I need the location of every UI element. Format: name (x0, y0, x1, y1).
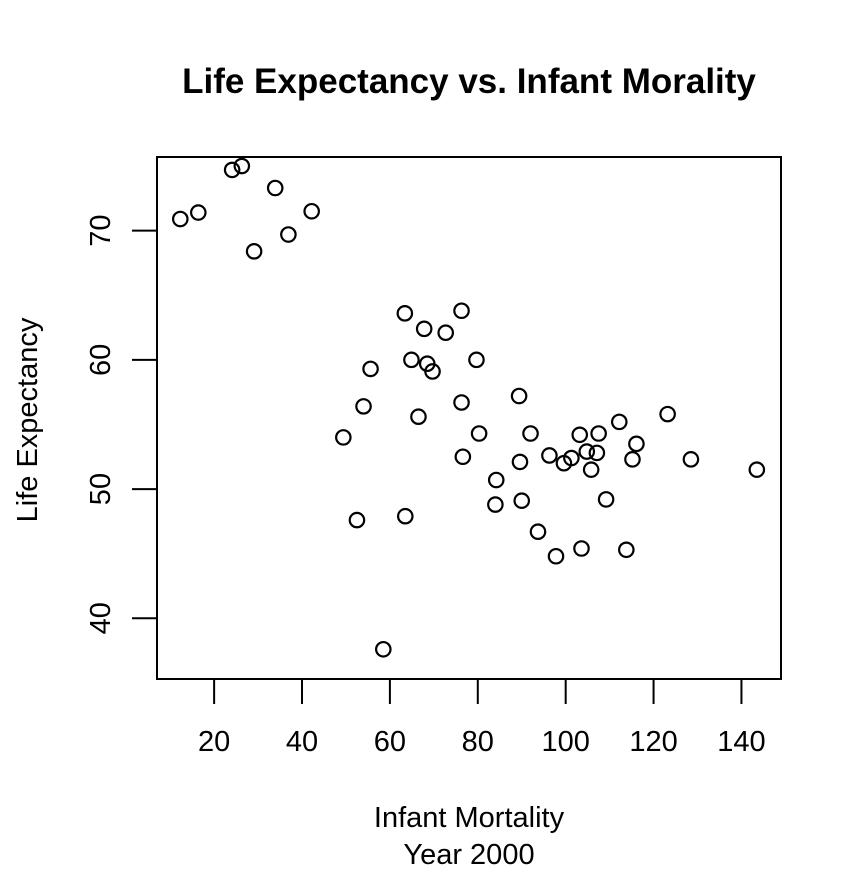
data-point (513, 492, 531, 509)
x-axis: 20 40 60 80 100 120 140 (198, 678, 766, 758)
x-axis-label: Infant Mortality (374, 802, 565, 834)
data-point (541, 447, 558, 464)
x-tick-label: 80 (462, 726, 494, 758)
data-point (355, 398, 372, 415)
data-point (571, 426, 589, 444)
data-point (410, 408, 427, 426)
x-tick-label: 140 (717, 726, 765, 758)
data-point (171, 210, 189, 228)
data-point (522, 425, 539, 442)
data-point (597, 491, 615, 508)
data-point (403, 351, 420, 369)
x-tick-label: 100 (541, 726, 589, 758)
x-tick-label: 120 (629, 726, 677, 758)
x-tick-label: 40 (286, 726, 318, 758)
data-point (470, 425, 488, 442)
data-point (266, 179, 284, 197)
data-point (618, 541, 635, 559)
data-point (487, 471, 505, 489)
data-point (335, 429, 352, 446)
data-point (610, 413, 628, 431)
data-point (529, 523, 547, 541)
data-point (280, 226, 297, 243)
data-point (510, 387, 528, 405)
data-point (453, 302, 470, 320)
data-point (375, 640, 392, 658)
data-point (659, 405, 676, 423)
data-point (582, 461, 600, 478)
data-point (468, 351, 485, 369)
data-point (748, 461, 766, 478)
y-tick-label: 60 (85, 344, 117, 376)
data-point (578, 443, 596, 460)
data-point (547, 547, 565, 565)
data-point (396, 507, 414, 525)
data-point (437, 324, 455, 342)
data-point (628, 435, 645, 453)
data-point (563, 449, 580, 467)
x-tick-label: 60 (374, 726, 406, 758)
data-points (171, 157, 766, 658)
data-point (454, 448, 472, 466)
data-point (624, 451, 641, 468)
x-tick-label: 20 (198, 726, 230, 758)
y-tick-label: 70 (85, 215, 117, 247)
data-point (682, 451, 700, 468)
y-axis-label: Life Expectancy (12, 317, 44, 522)
data-point (588, 444, 606, 462)
data-point (573, 540, 590, 557)
data-point (190, 204, 207, 221)
data-point (415, 320, 433, 338)
data-point (303, 202, 320, 220)
y-axis: 40 50 60 70 (85, 215, 158, 634)
y-tick-label: 40 (85, 602, 117, 634)
data-point (453, 394, 470, 411)
data-point (348, 511, 366, 529)
chart-title: Life Expectancy vs. Infant Morality (182, 62, 756, 101)
data-point (487, 496, 504, 513)
data-point (511, 453, 529, 471)
data-point (245, 243, 263, 260)
data-point (233, 157, 251, 175)
data-point (362, 360, 379, 378)
plot-frame (156, 156, 782, 680)
data-point (223, 161, 241, 179)
data-point (590, 425, 607, 442)
data-point (424, 363, 441, 380)
data-point (396, 305, 414, 322)
y-tick-label: 50 (85, 473, 117, 505)
x-axis-sublabel: Year 2000 (403, 839, 534, 871)
